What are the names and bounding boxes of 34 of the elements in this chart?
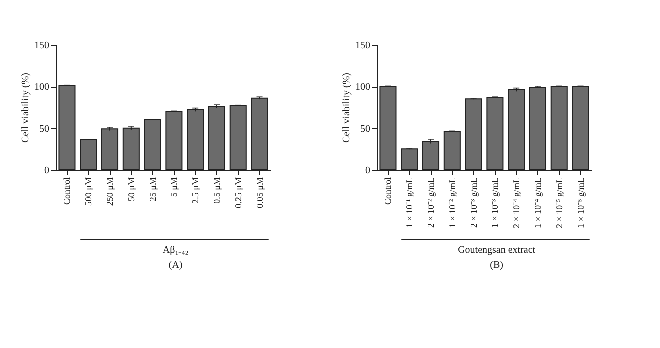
x-tick-label: 0.5 μM: [212, 178, 222, 204]
y-axis-title: Cell viability (%): [20, 73, 32, 143]
x-tick-label: 2.5 μM: [190, 178, 201, 204]
x-tick-label: 1 × 10⁻⁵ g/mL: [576, 178, 586, 228]
x-tick-label: 1 × 10⁻² g/mL: [447, 178, 458, 228]
text: (A): [168, 260, 183, 271]
x-tick-label: Control: [383, 177, 394, 206]
x-axis-title: Goutengsan extract: [458, 245, 536, 256]
x-axis-title: Aβ₁₋₄₂: [162, 245, 189, 256]
text: (B): [490, 260, 504, 271]
y-tick-label: 100: [356, 82, 370, 94]
x-tick-label: 1 × 10⁻³ g/mL: [490, 178, 500, 228]
y-axis-title: Cell viability (%): [342, 73, 352, 143]
x-tick-label: 2 × 10⁻² g/mL: [426, 178, 436, 228]
y-tick-label: 150: [34, 40, 50, 52]
y-tick-label: 50: [40, 124, 50, 135]
y-tick-label: 100: [34, 82, 50, 94]
x-tick-label: 1 × 10⁻⁴ g/mL: [532, 178, 543, 228]
y-tick-label: 150: [356, 40, 370, 52]
y-tick-label: 50: [360, 124, 370, 135]
x-tick-label: 1 × 10⁻¹ g/mL: [404, 178, 415, 228]
y-tick-label: 0: [366, 166, 370, 176]
x-tick-label: 50 μM: [126, 178, 136, 202]
x-tick-label: 5 μM: [169, 178, 180, 198]
x-tick-label: 0.05 μM: [254, 178, 265, 208]
x-tick-label: 2 × 10⁻⁵ g/mL: [554, 178, 564, 228]
x-tick-label: 2 × 10⁻⁴ g/mL: [512, 178, 522, 228]
x-tick-label: 25 μM: [148, 178, 158, 202]
x-tick-label: 250 μM: [105, 178, 116, 206]
x-tick-label: 0.25 μM: [233, 178, 244, 208]
y-tick-label: 0: [44, 166, 50, 176]
x-tick-label: 2 × 10⁻³ g/mL: [468, 178, 479, 228]
x-tick-label: 500 μM: [84, 178, 94, 206]
x-tick-label: Control: [62, 177, 72, 206]
